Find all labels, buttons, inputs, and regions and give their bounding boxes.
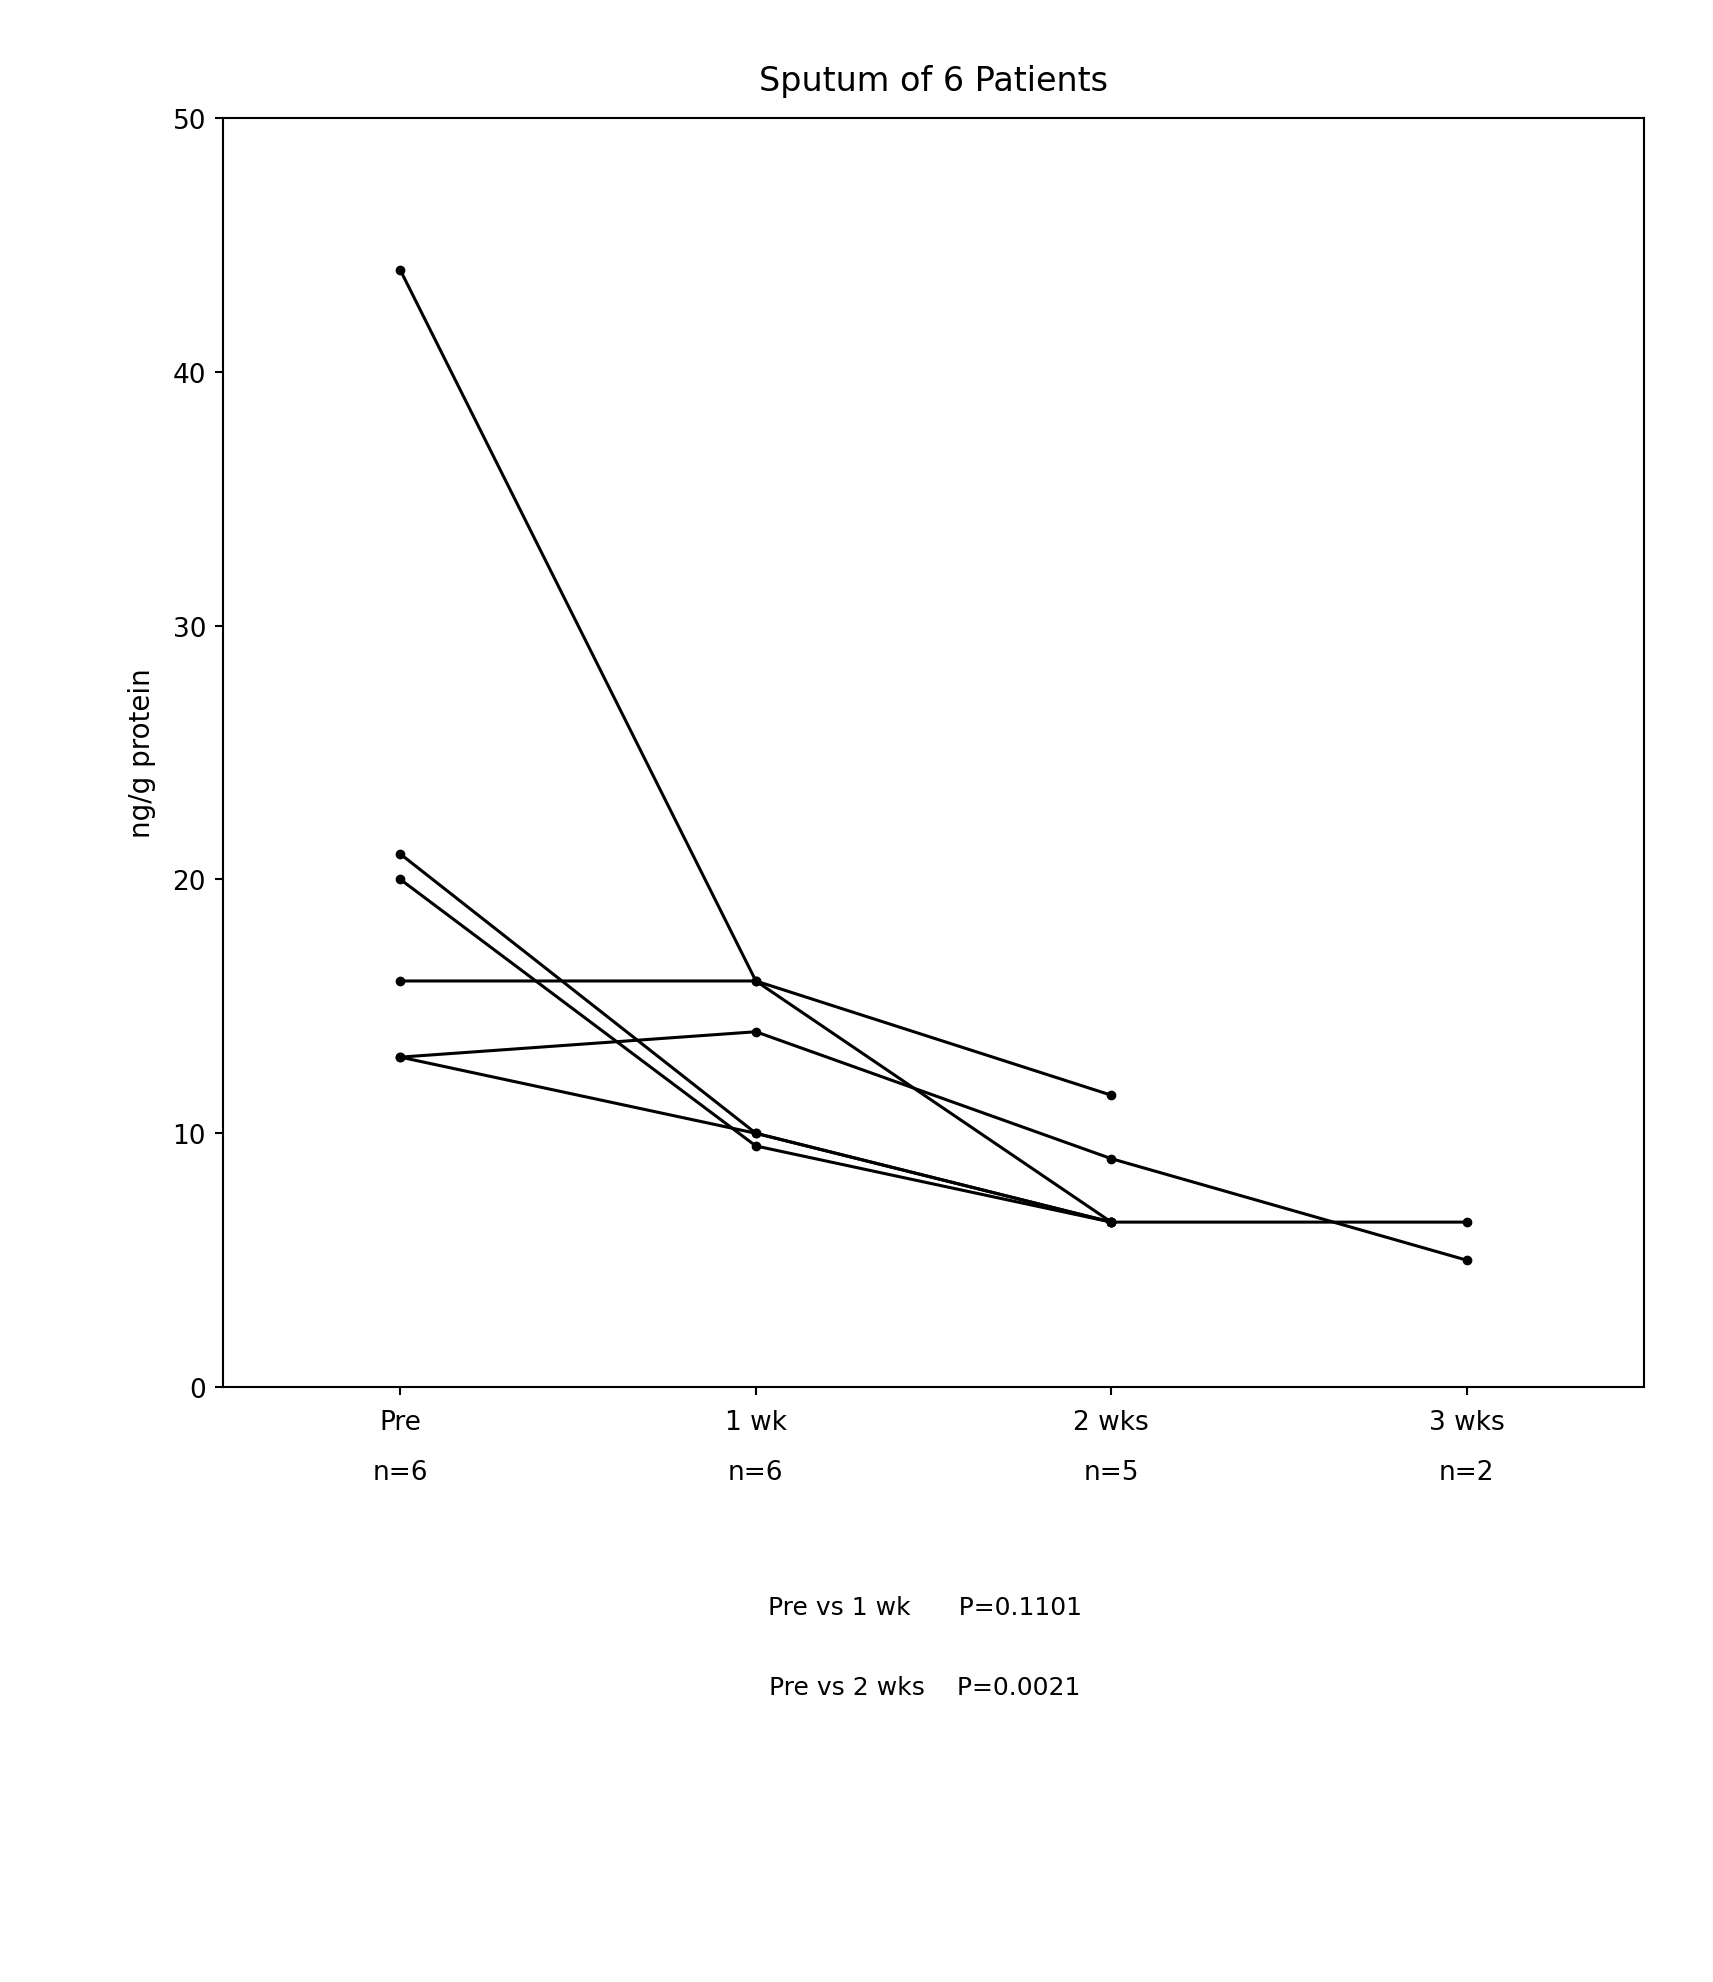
Text: n=2: n=2 [1439, 1459, 1494, 1486]
Title: Sputum of 6 Patients: Sputum of 6 Patients [759, 65, 1108, 99]
Text: Pre vs 1 wk      P=0.1101: Pre vs 1 wk P=0.1101 [767, 1596, 1083, 1619]
Y-axis label: ng/g protein: ng/g protein [128, 668, 156, 838]
Text: Pre vs 2 wks    P=0.0021: Pre vs 2 wks P=0.0021 [769, 1675, 1081, 1699]
Text: n=6: n=6 [728, 1459, 783, 1486]
Text: n=6: n=6 [373, 1459, 428, 1486]
Text: n=5: n=5 [1084, 1459, 1139, 1486]
